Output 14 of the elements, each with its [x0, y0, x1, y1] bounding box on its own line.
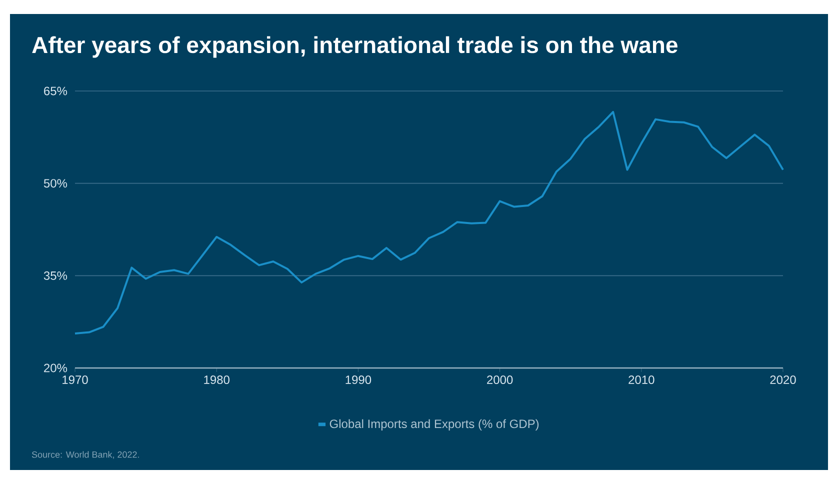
chart-title: After years of expansion, international trade is on the wane	[32, 36, 678, 58]
x-tick-label: 1990	[346, 376, 372, 384]
x-tick-label: 1970	[62, 376, 88, 384]
y-tick-label: 50%	[44, 179, 68, 188]
x-tick-label: 2010	[628, 376, 654, 384]
x-tick-label: 1980	[204, 376, 230, 384]
legend-label: Global Imports and Exports (% of GDP)	[330, 419, 539, 430]
source-note: Source: World Bank, 2022.	[32, 451, 139, 459]
y-tick-label: 35%	[44, 271, 68, 280]
line-series	[74, 110, 784, 335]
y-tick-label: 65%	[44, 86, 68, 96]
x-tick-label: 2020	[770, 376, 796, 384]
y-tick-label: 20%	[44, 364, 68, 372]
x-tick-label: 2000	[487, 376, 513, 384]
